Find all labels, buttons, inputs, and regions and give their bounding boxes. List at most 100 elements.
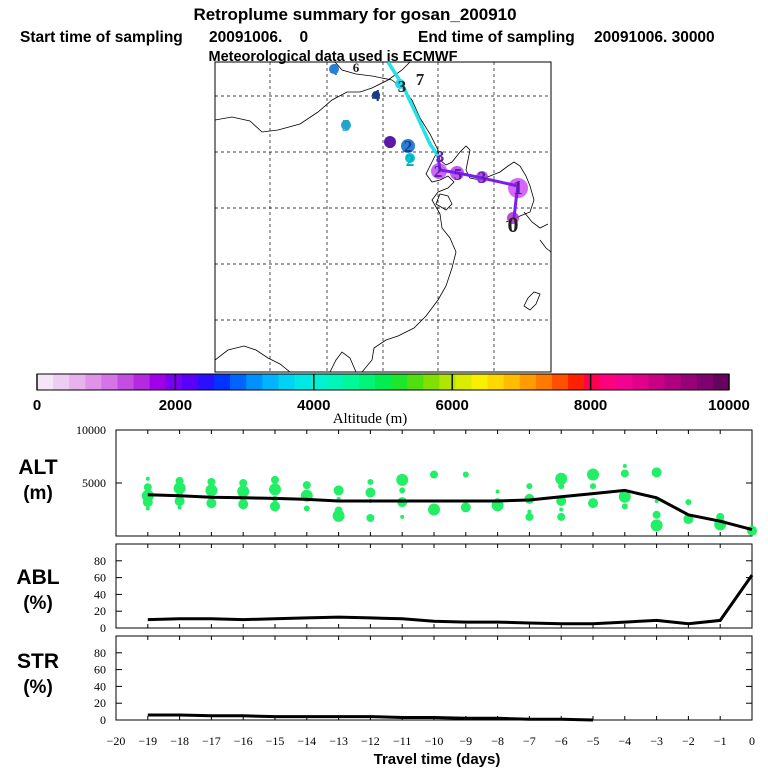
alt-scatter-point (174, 496, 185, 507)
colorbar-cell (262, 374, 279, 390)
alt-ylabel-unit: (m) (23, 483, 53, 504)
colorbar-cell (391, 374, 408, 390)
timeseries-panels: 5000 10000 ALT (m) 0 20 40 60 80 ABL (%) 0 20 40 60 8… (16, 423, 757, 768)
colorbar-cell (37, 374, 54, 390)
plume-cluster-markers: 4 6 7 3 4 5 8 2 2 3 2 5 3 1 0 (329, 62, 528, 237)
start-time-label: Start time of sampling (20, 29, 183, 46)
alt-scatter-point (173, 482, 186, 495)
x-tick-label: −19 (138, 734, 157, 748)
plume-puff (401, 139, 415, 153)
plume-label: 3 (478, 168, 487, 187)
y-tick-label: 10000 (76, 423, 106, 437)
plume-label: 5 (454, 165, 463, 184)
plume-puff (405, 153, 415, 163)
x-tick-label: −18 (170, 734, 189, 748)
colorbar-cell (568, 374, 585, 390)
alt-scatter-point (238, 499, 249, 510)
colorbar-cell (471, 374, 489, 390)
str-frame (115, 635, 753, 721)
alt-scatter-point (209, 504, 214, 509)
alt-scatter-point (618, 490, 631, 503)
colorbar-cell (326, 374, 344, 390)
alt-scatter-point (685, 499, 692, 506)
end-time-value: 20091006. 30000 (594, 29, 715, 46)
alt-scatter-point (271, 475, 279, 484)
str-ylabel-unit: (%) (23, 677, 53, 698)
plume-label: 0 (508, 212, 519, 237)
colorbar-cell (487, 374, 505, 390)
y-tick-label: 60 (94, 571, 106, 585)
str-median-line (147, 713, 594, 722)
trajectory-path-upper (386, 62, 440, 157)
plume-puff (507, 212, 519, 224)
alt-scatter-point (303, 505, 310, 512)
alt-scatter-point (559, 507, 564, 512)
str-ylabel: STR (17, 650, 59, 673)
colorbar-axis-label: Altitude (m) (333, 411, 408, 427)
trajectory-path-lower (436, 155, 520, 219)
x-tick-label: −16 (234, 734, 253, 748)
colorbar-cell (664, 374, 682, 390)
y-tick-label: 20 (94, 604, 106, 618)
colorbar-cell (535, 374, 553, 390)
alt-scatter-point (588, 498, 598, 509)
y-tick-label: 5000 (82, 476, 106, 490)
met-data-line: Meteorological data used is ECMWF (209, 49, 458, 65)
colorbar-cell (358, 374, 376, 390)
start-time-value: 20091006. 0 (209, 29, 308, 46)
alt-ylabel: ALT (18, 456, 57, 479)
sampling-time-line: Start time of sampling 20091006. 0 End t… (20, 29, 715, 46)
colorbar-cell (648, 374, 666, 390)
plume-label: 1 (513, 177, 523, 199)
y-tick-label: 80 (94, 554, 106, 568)
colorbar-cell (712, 374, 730, 390)
alt-scatter-point (241, 505, 246, 510)
colorbar-cell (165, 374, 183, 390)
colorbar-cell (519, 374, 537, 390)
map-gridlines (215, 62, 551, 372)
alt-scatter-point (430, 470, 438, 479)
x-tick-label: −20 (107, 734, 126, 748)
alt-scatter-point (527, 509, 532, 514)
x-tick-label: −17 (202, 734, 221, 748)
colorbar-tick-label: 4000 (297, 397, 330, 414)
alt-scatter-point (460, 502, 471, 513)
x-tick-label: −9 (459, 734, 472, 748)
colorbar-cell (101, 374, 119, 390)
alt-scatter-point (652, 510, 661, 519)
colorbar-cell (551, 374, 569, 390)
alt-scatter-point (525, 512, 534, 521)
colorbar-cell (632, 374, 650, 390)
y-tick-label: 0 (100, 621, 106, 635)
alt-scatter-point (587, 468, 599, 481)
alt-scatter-point (400, 514, 405, 519)
travel-time-axis: −20 −19 −18 −17 −16 −15 −14 −13 −12 −11 −10 −9 −8 −7−… (107, 734, 755, 748)
plume-puff (384, 136, 396, 148)
colorbar-cell (342, 374, 360, 390)
colorbar-cell (439, 374, 457, 390)
x-tick-label: −1 (714, 734, 727, 748)
x-tick-label: −11 (393, 734, 411, 748)
abl-panel: 0 20 40 60 80 ABL (%) (16, 543, 754, 635)
altitude-colorbar: 0 2000 4000 6000 8000 10000 Altitude (m) (33, 373, 750, 427)
colorbar-cell (181, 374, 199, 390)
alt-scatter-point (270, 501, 280, 512)
plume-puff (329, 64, 339, 74)
alt-median-line (147, 488, 753, 532)
y-tick-label: 80 (94, 646, 106, 660)
plume-label: 3 (436, 147, 445, 166)
alt-scatter-point (332, 509, 345, 522)
y-tick-label: 40 (94, 587, 106, 601)
x-axis-label: Travel time (days) (374, 751, 501, 768)
colorbar-cell (407, 374, 424, 390)
abl-ylabel: ABL (16, 566, 59, 589)
alt-scatter-point (206, 498, 217, 509)
plume-label: 5 (342, 116, 351, 135)
abl-frame (115, 543, 753, 629)
colorbar-tick-label: 8000 (574, 397, 607, 414)
trajectory-map: 4 6 7 3 4 5 8 2 2 3 2 5 3 1 0 Meteorolog… (209, 49, 552, 373)
alt-scatter-point (622, 464, 627, 469)
alt-scatter-point (428, 503, 440, 516)
plume-label: 8 (386, 133, 395, 152)
y-tick-label: 60 (94, 663, 106, 677)
